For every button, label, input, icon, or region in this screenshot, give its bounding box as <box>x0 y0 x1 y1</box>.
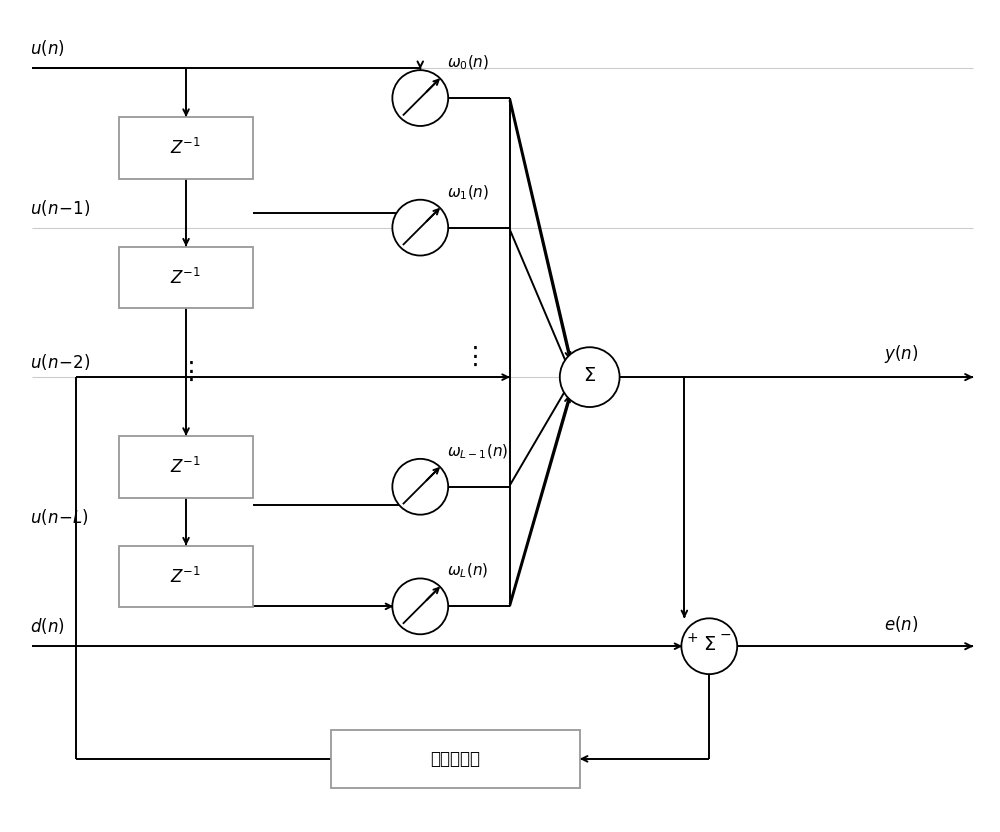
Circle shape <box>392 70 448 126</box>
Bar <box>119 117 253 179</box>
Circle shape <box>392 578 448 634</box>
Text: $u(n)$: $u(n)$ <box>30 38 64 58</box>
Text: $+$: $+$ <box>686 631 699 646</box>
Circle shape <box>681 618 737 674</box>
Bar <box>119 246 253 309</box>
Text: $\Sigma$: $\Sigma$ <box>703 635 716 654</box>
Bar <box>331 730 580 788</box>
Circle shape <box>392 200 448 255</box>
Text: $\Sigma$: $\Sigma$ <box>583 365 596 384</box>
Text: $\vdots$: $\vdots$ <box>462 345 478 369</box>
Text: $Z^{-1}$: $Z^{-1}$ <box>170 457 202 477</box>
Text: $-$: $-$ <box>719 627 731 641</box>
Text: $e(n)$: $e(n)$ <box>884 614 919 634</box>
Text: $Z^{-1}$: $Z^{-1}$ <box>170 138 202 158</box>
Text: $d(n)$: $d(n)$ <box>30 617 64 636</box>
Text: $u(n\!-\!2)$: $u(n\!-\!2)$ <box>30 352 90 372</box>
Bar <box>119 436 253 498</box>
Text: 自适应控制: 自适应控制 <box>430 750 480 768</box>
Text: $Z^{-1}$: $Z^{-1}$ <box>170 267 202 288</box>
Text: $u(n\!-\!L)$: $u(n\!-\!L)$ <box>30 507 88 527</box>
Text: $\omega_{L-1}(n)$: $\omega_{L-1}(n)$ <box>447 443 508 461</box>
Text: $\omega_0(n)$: $\omega_0(n)$ <box>447 54 489 72</box>
Text: $Z^{-1}$: $Z^{-1}$ <box>170 567 202 587</box>
Circle shape <box>560 347 620 407</box>
Text: $\omega_1(n)$: $\omega_1(n)$ <box>447 183 489 201</box>
Text: $\vdots$: $\vdots$ <box>178 360 194 384</box>
Text: $\omega_L(n)$: $\omega_L(n)$ <box>447 562 489 581</box>
Circle shape <box>392 459 448 515</box>
Text: $y(n)$: $y(n)$ <box>884 343 919 365</box>
Bar <box>119 546 253 607</box>
Text: $u(n\!-\!1)$: $u(n\!-\!1)$ <box>30 198 90 218</box>
